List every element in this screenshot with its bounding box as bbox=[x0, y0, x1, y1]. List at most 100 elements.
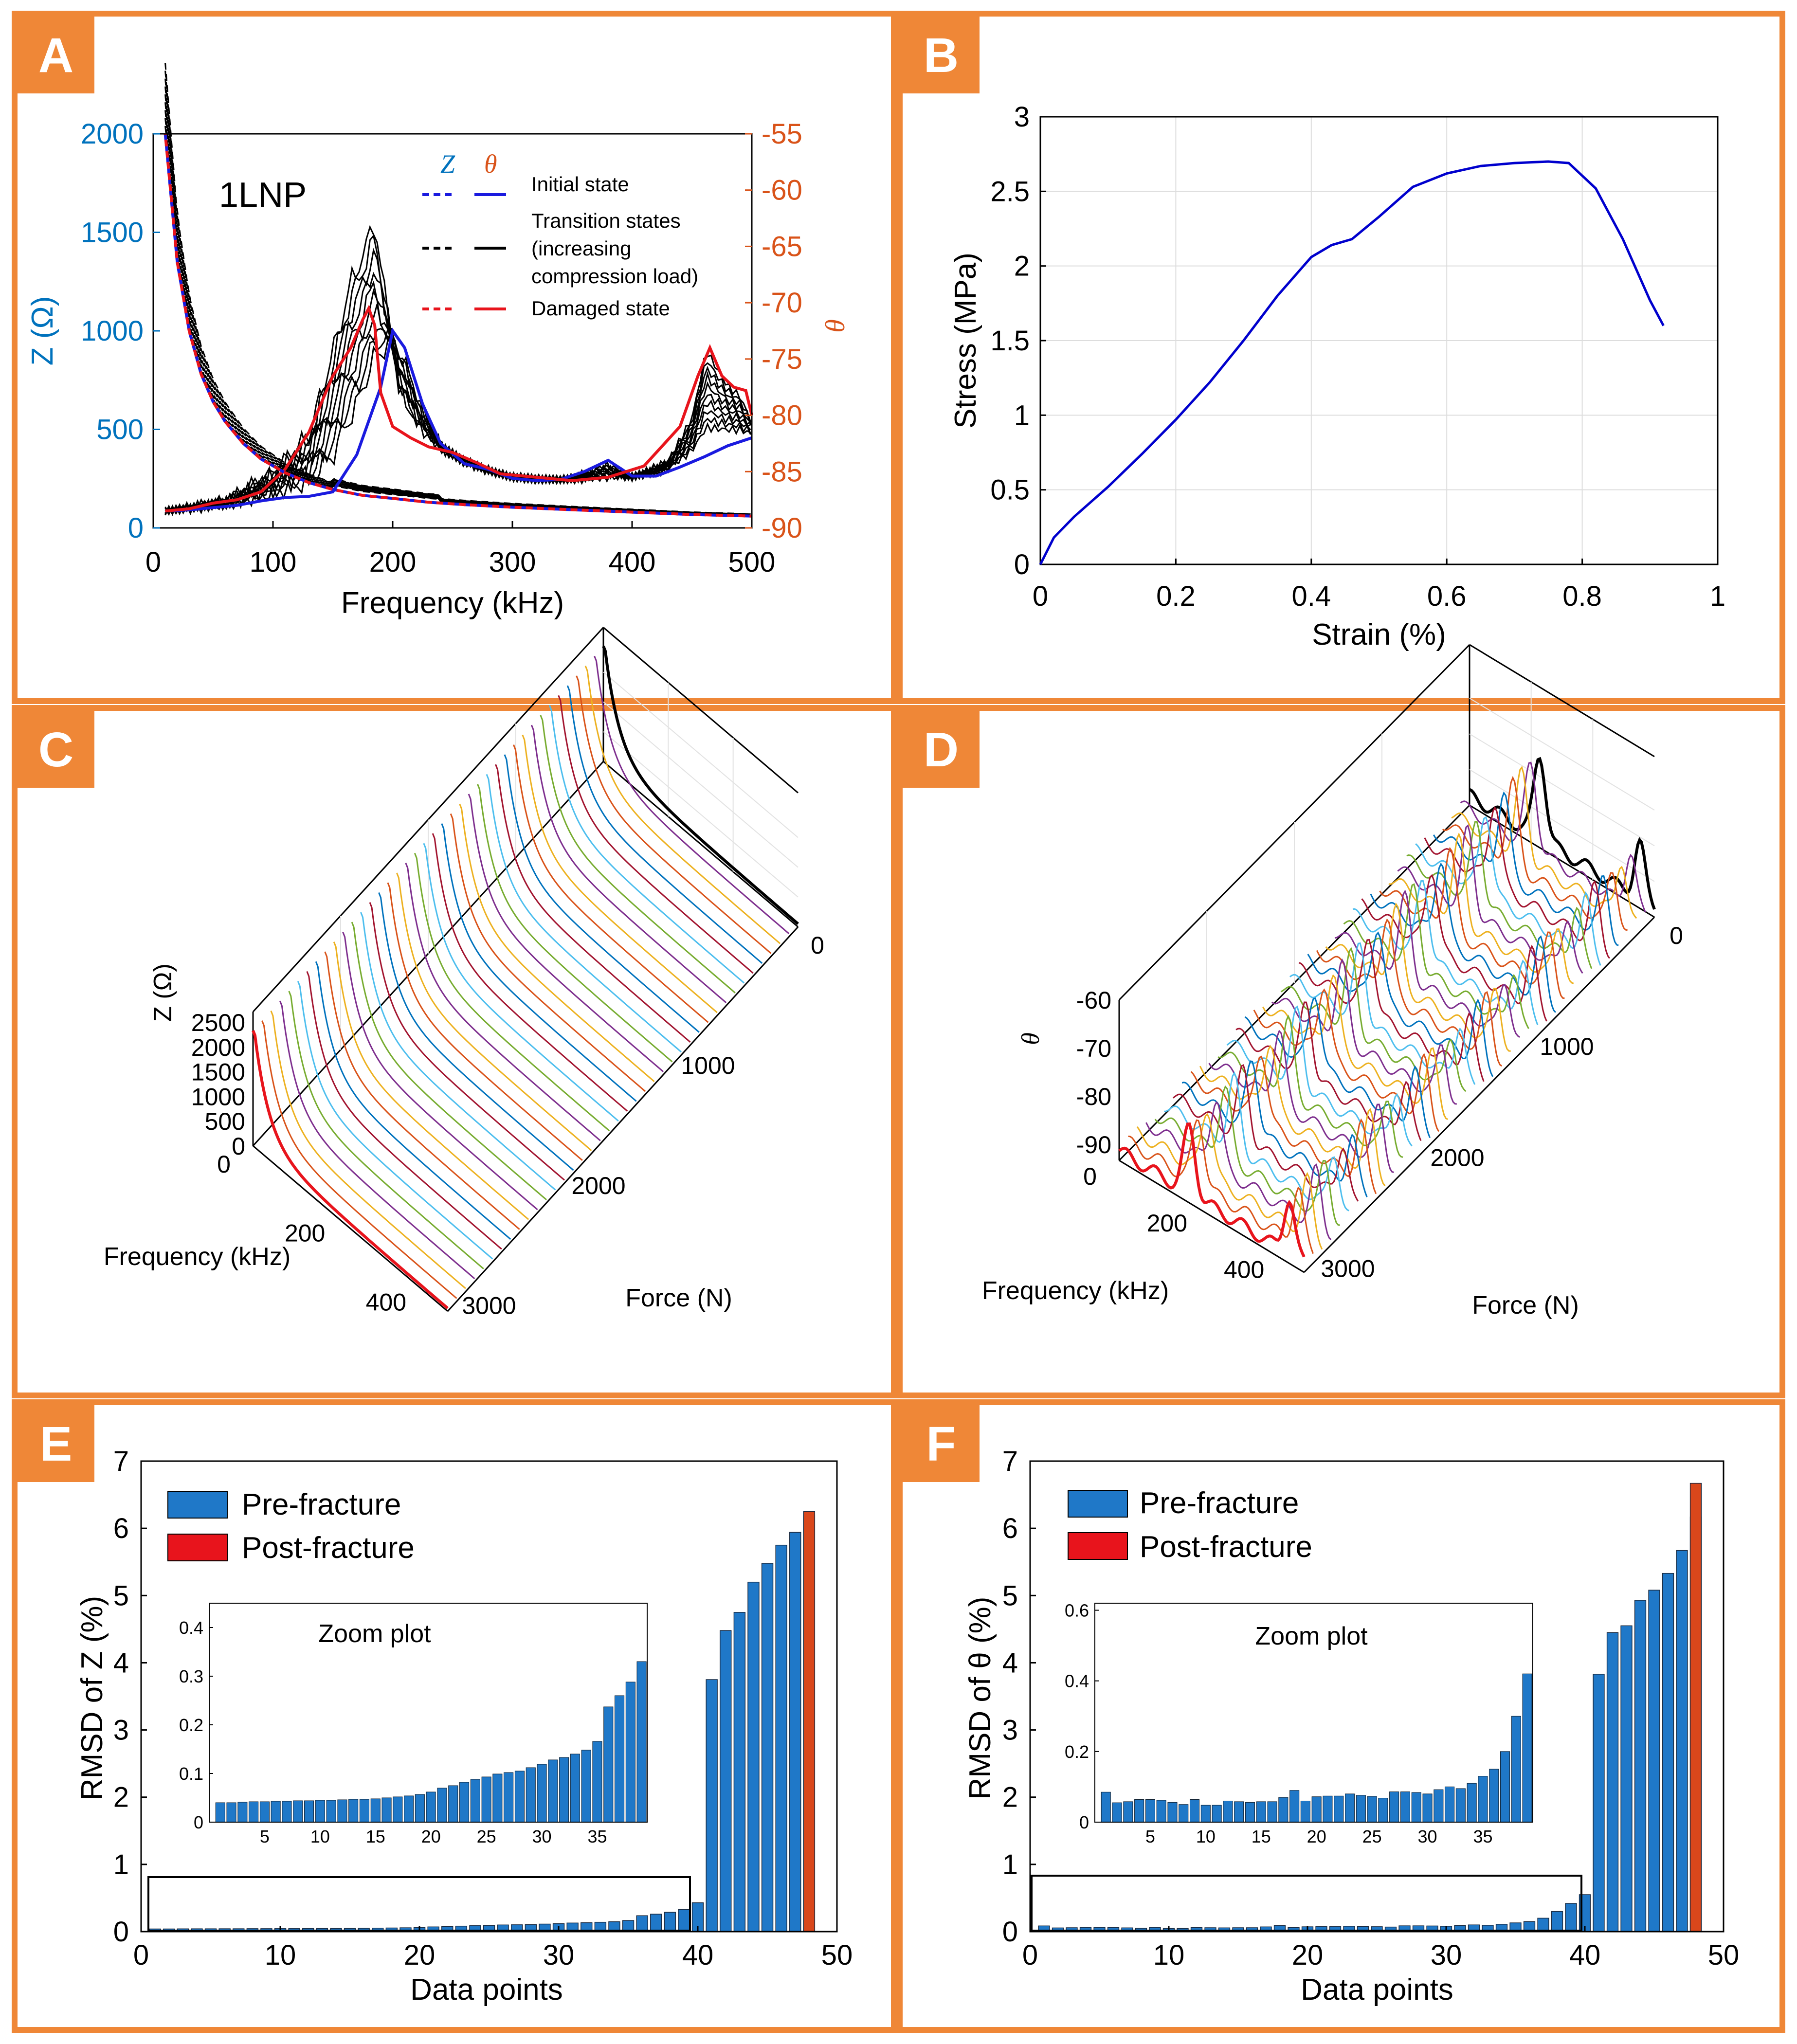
inset-y-tick-label: 0.1 bbox=[179, 1764, 203, 1784]
a-y-tick-label: 1000 bbox=[81, 315, 144, 347]
inset-bar bbox=[393, 1796, 403, 1823]
inset-x-tick-label: 30 bbox=[532, 1827, 552, 1846]
a-y2-tick-label: -70 bbox=[762, 287, 802, 319]
panel-f-bars bbox=[1038, 1483, 1702, 1932]
waterfall-curve bbox=[1136, 1113, 1323, 1250]
panel-a-x-ticks: 0 100 200 300 400 500 bbox=[145, 521, 775, 578]
transition-z-curve bbox=[164, 71, 751, 515]
waterfall-curve bbox=[423, 843, 619, 1122]
panel-f-axes-box bbox=[1029, 1460, 1724, 1933]
b-y-tick-label: 3 bbox=[1014, 101, 1030, 133]
frequency-tick-label: 200 bbox=[1147, 1210, 1187, 1237]
x-tick-label: 10 bbox=[1153, 1939, 1185, 1971]
z-tick-label: -70 bbox=[1076, 1035, 1111, 1062]
legend-e-pre-label: Pre-fracture bbox=[242, 1488, 401, 1521]
y-tick-label: 3 bbox=[1002, 1715, 1018, 1746]
inset-y-tick-label: 0.6 bbox=[1065, 1601, 1089, 1621]
panel-badges: A B C D E F bbox=[18, 17, 980, 1482]
waterfall-curve bbox=[1289, 942, 1476, 1085]
y-tick-label: 5 bbox=[113, 1580, 129, 1611]
waterfall-curve bbox=[405, 863, 601, 1141]
inset-bar bbox=[359, 1799, 370, 1823]
panel-b-grid bbox=[1040, 117, 1718, 564]
b-y-tick-label: 1 bbox=[1014, 399, 1030, 431]
waterfall-curve bbox=[566, 685, 763, 964]
panel-e-inset-title: Zoom plot bbox=[318, 1620, 431, 1648]
waterfall-curve bbox=[530, 724, 727, 1003]
x-tick-label: 20 bbox=[1292, 1939, 1324, 1971]
panel-f-letter: F bbox=[926, 1417, 956, 1471]
waterfall-curve bbox=[459, 803, 655, 1083]
waterfall-curve bbox=[378, 892, 574, 1171]
legend-a-initial-label: Initial state bbox=[531, 173, 629, 196]
inset-bar bbox=[1400, 1791, 1410, 1823]
inset-bar bbox=[1489, 1769, 1499, 1823]
inset-bar bbox=[226, 1802, 236, 1823]
inset-bar bbox=[315, 1800, 325, 1823]
waterfall-curve bbox=[1424, 806, 1610, 959]
box-edge bbox=[447, 926, 799, 1312]
panel-d-force-ticks: 0 1000 2000 3000 bbox=[1321, 922, 1683, 1282]
inset-bar bbox=[1190, 1799, 1200, 1823]
legend-a-transition-label-3: compression load) bbox=[531, 265, 698, 288]
a-y2-tick-label: -80 bbox=[762, 400, 802, 432]
b-y-tick-label: 0 bbox=[1014, 549, 1030, 580]
waterfall-curve bbox=[1370, 862, 1557, 1013]
legend-e-post-label: Post-fracture bbox=[242, 1531, 415, 1565]
waterfall-curve bbox=[288, 991, 484, 1269]
inset-bar bbox=[636, 1661, 647, 1823]
transition-theta-curve bbox=[164, 326, 751, 515]
panel-e-inset-x-ticks: 5 10 15 20 25 30 35 bbox=[260, 1827, 607, 1846]
waterfall-curve bbox=[270, 1010, 466, 1289]
inset-bar bbox=[426, 1791, 436, 1823]
panel-f-x-label: Data points bbox=[1301, 1973, 1453, 2007]
panel-c-waterfall-curves bbox=[252, 646, 799, 1310]
panel-b-chart: 0 0.2 0.4 0.6 0.8 1 00.511.522.53 Strain (%) … bbox=[949, 101, 1725, 651]
panel-a-y2-ticks: -55 -60 -65 -70 -75 -80 -85 -90 bbox=[745, 118, 802, 544]
legend-a-transition-label-1: Transition states bbox=[531, 209, 681, 232]
waterfall-curve bbox=[576, 675, 772, 954]
panel-f-frame bbox=[897, 1399, 1785, 2033]
inset-bar bbox=[1500, 1751, 1510, 1823]
inset-x-tick-label: 35 bbox=[587, 1827, 607, 1846]
back-grid-line bbox=[1469, 769, 1655, 882]
waterfall-curve bbox=[333, 941, 529, 1220]
initial-theta-curve bbox=[165, 327, 752, 513]
inset-bar bbox=[615, 1695, 625, 1823]
panel-b-letter: B bbox=[924, 28, 959, 83]
panel-e-x-ticks: 0 10 20 30 40 50 bbox=[133, 1926, 853, 1971]
inset-bar bbox=[1179, 1804, 1189, 1823]
box-edge bbox=[253, 1145, 448, 1312]
waterfall-curve bbox=[360, 912, 556, 1191]
inset-x-tick-label: 35 bbox=[1473, 1827, 1492, 1846]
panel-d-frame bbox=[897, 705, 1785, 1398]
x-tick-label: 50 bbox=[1708, 1939, 1740, 1971]
waterfall-curve bbox=[1388, 832, 1574, 984]
waterfall-curve bbox=[252, 1030, 449, 1310]
inset-x-tick-label: 25 bbox=[1362, 1827, 1382, 1846]
pre-fracture-bar bbox=[1606, 1632, 1619, 1932]
pre-fracture-bar bbox=[761, 1563, 774, 1932]
legend-a-transition-label-2: (increasing bbox=[531, 237, 631, 260]
inset-bar bbox=[548, 1759, 558, 1823]
transition-z-curve bbox=[164, 63, 751, 515]
pre-fracture-bar bbox=[1662, 1573, 1674, 1932]
inset-x-tick-label: 25 bbox=[477, 1827, 496, 1846]
z-tick-label: 2000 bbox=[191, 1034, 245, 1061]
pre-fracture-bar bbox=[678, 1909, 690, 1932]
inset-bar bbox=[259, 1801, 270, 1823]
a-y-tick-label: 1500 bbox=[81, 217, 144, 249]
y-tick-label: 1 bbox=[113, 1849, 129, 1881]
b-y-tick-label: 2.5 bbox=[990, 176, 1030, 207]
pre-fracture-bar bbox=[720, 1630, 732, 1932]
panel-f-legend: Pre-fracture Post-fracture bbox=[1068, 1486, 1312, 1564]
waterfall-curve bbox=[1244, 997, 1431, 1138]
inset-bar bbox=[404, 1795, 414, 1823]
inset-bar bbox=[1212, 1805, 1222, 1823]
panel-f-y-label: RMSD of θ (%) bbox=[963, 1597, 997, 1800]
waterfall-curve bbox=[1433, 791, 1619, 946]
y-tick-label: 1 bbox=[1002, 1849, 1018, 1881]
panel-c-force-label: Force (N) bbox=[625, 1284, 732, 1312]
z-tick-label: 0 bbox=[232, 1133, 245, 1160]
panel-a-chart: 0 100 200 300 400 500 0 500 1000 1500 2000 -55 -60… bbox=[26, 63, 851, 620]
